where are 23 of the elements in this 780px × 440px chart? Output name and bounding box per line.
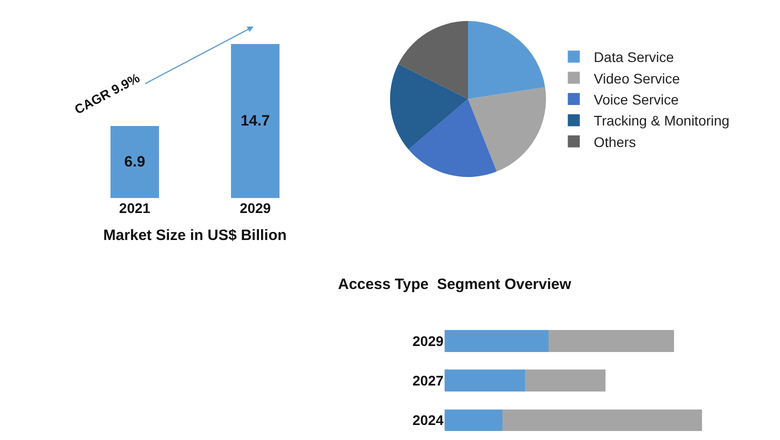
x-axis-title: Market Size in US$ Billion <box>103 227 287 244</box>
bar <box>524 370 606 392</box>
legend-label: Tracking & Monitoring <box>594 112 730 129</box>
y-tick-label: 2027 <box>412 372 444 388</box>
pie-slice <box>408 99 497 177</box>
pie-slice <box>468 21 546 99</box>
bar <box>444 370 525 392</box>
legend-label: Others <box>594 134 636 150</box>
legend-label: Video Service <box>594 70 680 86</box>
y-tick-label: 2024 <box>412 412 444 428</box>
data-label: 14.7 <box>240 112 270 130</box>
y-tick-label: 2029 <box>412 332 444 349</box>
x-tick-label: 2021 <box>119 200 151 216</box>
chart-title: Access Type Segment Overview <box>338 276 572 293</box>
pie-slice <box>468 87 546 172</box>
pie-slice <box>390 64 468 150</box>
bar <box>548 330 674 352</box>
data-label: 6.9 <box>124 153 146 170</box>
legend-label: Voice Service <box>594 91 679 108</box>
bar <box>444 330 549 352</box>
pie-slice <box>398 21 468 99</box>
bar <box>444 409 502 432</box>
legend-label: Data Service <box>594 49 674 66</box>
